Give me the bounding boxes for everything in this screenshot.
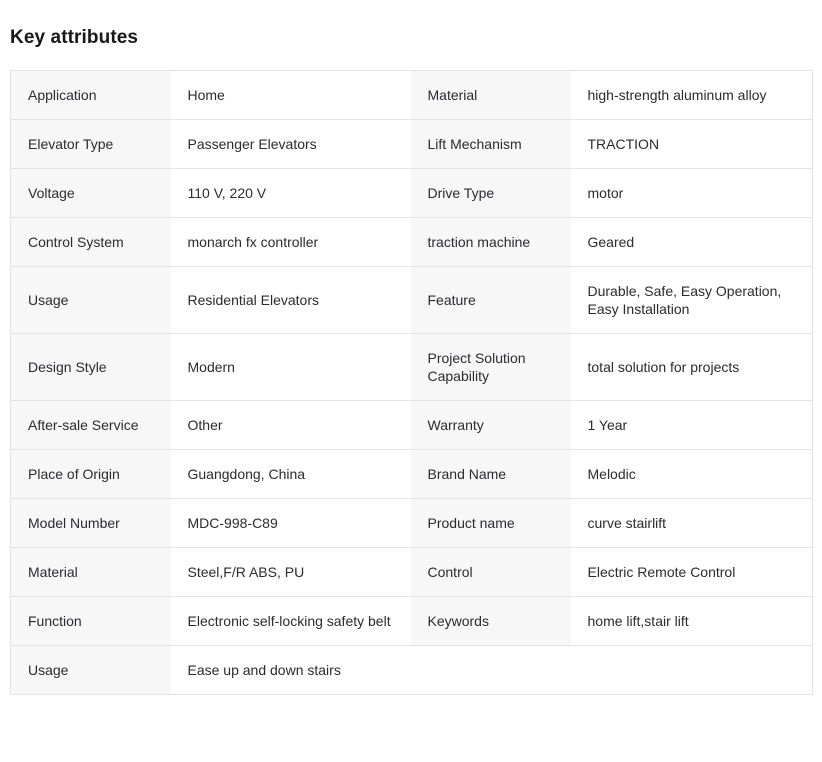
attr-label-cell: Control [410, 547, 571, 597]
attr-value-cell: Geared [570, 217, 813, 267]
table-row: Elevator Type Passenger Elevators Lift M… [10, 119, 813, 169]
attr-label-cell: Warranty [410, 400, 571, 450]
attr-value-cell: Home [170, 70, 411, 120]
attr-label-cell: Lift Mechanism [410, 119, 571, 169]
attr-value-cell: Durable, Safe, Easy Operation, Easy Inst… [570, 266, 813, 334]
attr-label-cell: traction machine [410, 217, 571, 267]
attr-label-cell: Keywords [410, 596, 571, 646]
table-row: Function Electronic self-locking safety … [10, 596, 813, 646]
attr-label-cell: Material [10, 547, 171, 597]
attr-label-cell: Usage [10, 645, 171, 695]
attr-value-cell: Melodic [570, 449, 813, 499]
attr-value-cell: 1 Year [570, 400, 813, 450]
attr-value-cell: Guangdong, China [170, 449, 411, 499]
attr-value-cell: Electric Remote Control [570, 547, 813, 597]
table-row: Material Steel,F/R ABS, PU Control Elect… [10, 547, 813, 597]
attr-value-cell: Steel,F/R ABS, PU [170, 547, 411, 597]
attr-label-cell: Project Solution Capability [410, 333, 571, 401]
attr-value-cell: Electronic self-locking safety belt [170, 596, 411, 646]
attr-label-cell: Material [410, 70, 571, 120]
table-row: Place of Origin Guangdong, China Brand N… [10, 449, 813, 499]
attr-label-cell: Product name [410, 498, 571, 548]
table-row: Usage Residential Elevators Feature Dura… [10, 266, 813, 334]
attr-label-cell: Voltage [10, 168, 171, 218]
attr-value-cell: high-strength aluminum alloy [570, 70, 813, 120]
attr-value-cell: Residential Elevators [170, 266, 411, 334]
table-row: Usage Ease up and down stairs [10, 645, 813, 695]
attr-value-cell: Passenger Elevators [170, 119, 411, 169]
attr-label-cell: Model Number [10, 498, 171, 548]
attr-value-cell: Ease up and down stairs [170, 645, 411, 695]
attr-label-cell: Function [10, 596, 171, 646]
attr-label-cell: Elevator Type [10, 119, 171, 169]
attr-value-cell: curve stairlift [570, 498, 813, 548]
page-title: Key attributes [10, 27, 139, 48]
table-row: Control System monarch fx controller tra… [10, 217, 813, 267]
attr-value-cell: home lift,stair lift [570, 596, 813, 646]
table-row: Application Home Material high-strength … [10, 70, 813, 120]
attr-label-cell: Control System [10, 217, 171, 267]
table-row: Design Style Modern Project Solution Cap… [10, 333, 813, 401]
attr-value-cell: TRACTION [570, 119, 813, 169]
table-row: Model Number MDC-998-C89 Product name cu… [10, 498, 813, 548]
attr-value-cell: MDC-998-C89 [170, 498, 411, 548]
attr-label-cell-empty [410, 645, 571, 695]
attr-label-cell: Design Style [10, 333, 171, 401]
attr-label-cell: Usage [10, 266, 171, 334]
key-attributes-table: Application Home Material high-strength … [10, 70, 813, 695]
attr-value-cell: 110 V, 220 V [170, 168, 411, 218]
attr-label-cell: Place of Origin [10, 449, 171, 499]
attr-value-cell: Other [170, 400, 411, 450]
attr-value-cell-empty [570, 645, 813, 695]
attr-label-cell: After-sale Service [10, 400, 171, 450]
attr-value-cell: monarch fx controller [170, 217, 411, 267]
attr-value-cell: total solution for projects [570, 333, 813, 401]
attr-label-cell: Drive Type [410, 168, 571, 218]
attr-value-cell: motor [570, 168, 813, 218]
attr-value-cell: Modern [170, 333, 411, 401]
table-row: Voltage 110 V, 220 V Drive Type motor [10, 168, 813, 218]
attr-label-cell: Brand Name [410, 449, 571, 499]
attr-label-cell: Application [10, 70, 171, 120]
table-row: After-sale Service Other Warranty 1 Year [10, 400, 813, 450]
attr-label-cell: Feature [410, 266, 571, 334]
